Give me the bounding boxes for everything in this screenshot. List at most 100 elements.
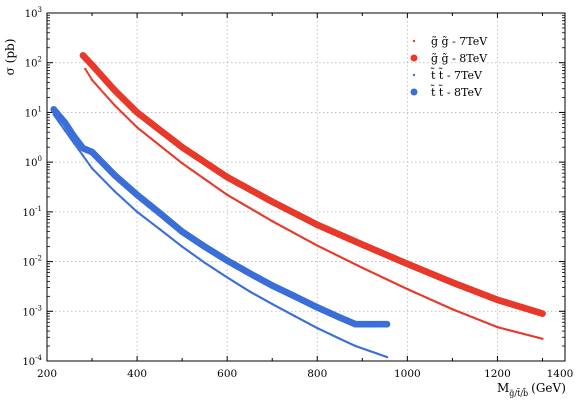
data-point [133, 191, 141, 199]
data-point [181, 162, 184, 165]
data-point [316, 244, 319, 247]
data-point [90, 78, 94, 82]
y-tick-label: 102 [25, 56, 42, 70]
data-point [539, 310, 546, 317]
y-tick-label: 10-3 [22, 304, 42, 318]
data-point [496, 326, 499, 329]
data-point [404, 260, 411, 268]
axis-ticks [46, 12, 565, 362]
data-point [451, 308, 454, 311]
legend: g̃ g̃ - 7TeV g̃ g̃ - 8TeV t̃ t̃ - 7TeV t̃ t… [410, 35, 488, 99]
x-tick-label: 1200 [484, 368, 511, 380]
legend-marker [410, 54, 418, 62]
data-point [79, 144, 87, 152]
y-tick-label: 10-4 [22, 354, 42, 368]
data-point [111, 171, 118, 179]
y-axis-label: σ (pb) [3, 39, 17, 76]
data-point [135, 210, 139, 213]
data-point [406, 287, 409, 291]
x-tick-label: 400 [127, 368, 147, 380]
data-point [291, 293, 299, 300]
x-tick-labels: 200 400 600 800 1000 1200 1400 [37, 368, 573, 380]
data-point [90, 167, 94, 170]
data-point [72, 142, 76, 145]
data-point [226, 193, 229, 196]
x-tick-label: 1400 [547, 368, 574, 380]
legend-marker [412, 39, 416, 43]
data-point [223, 173, 231, 181]
y-tick-label: 103 [25, 6, 42, 20]
plot-frame [46, 12, 566, 362]
data-point [203, 261, 206, 264]
y-tick-label: 101 [25, 105, 42, 119]
data-point [156, 209, 163, 217]
data-point [246, 270, 253, 277]
data-point [359, 241, 366, 248]
data-point [70, 133, 78, 140]
data-point [178, 143, 186, 151]
x-axis-label-subscript: g̃/t̃/b̃ [509, 387, 528, 398]
data-point [223, 257, 231, 264]
data-point [494, 296, 501, 304]
legend-label: g̃ g̃ - 7TeV [431, 35, 488, 48]
data-point [541, 337, 544, 340]
series-1 [84, 67, 544, 340]
data-point [354, 344, 357, 348]
data-point [449, 279, 456, 286]
data-point [178, 228, 186, 235]
data-point [113, 104, 116, 107]
legend-marker [412, 73, 416, 77]
y-tick-label: 10-2 [22, 255, 42, 269]
y-tick-label: 100 [25, 155, 42, 169]
legend-label: g̃ g̃ - 8TeV [431, 52, 488, 65]
legend-label: t̃ t̃ - 7TeV [430, 68, 483, 82]
x-tick-label: 200 [37, 368, 57, 380]
series-4 [50, 106, 391, 328]
data-point [111, 86, 118, 94]
data-point [248, 290, 251, 293]
x-axis-label-unit: (GeV) [531, 381, 566, 395]
data-point [268, 198, 276, 206]
data-point [226, 276, 229, 279]
series-3 [52, 113, 389, 359]
data-point [293, 315, 296, 318]
data-point [84, 67, 87, 71]
data-point [201, 243, 208, 250]
data-point [50, 106, 58, 113]
data-point [88, 61, 96, 69]
data-point [383, 320, 391, 328]
data-marks [50, 52, 546, 359]
data-point [271, 220, 274, 223]
data-point [81, 154, 85, 157]
x-axis-label: Mg̃/t̃/b̃ (GeV) [497, 381, 566, 398]
data-point [79, 52, 87, 59]
data-point [113, 190, 116, 193]
x-tick-label: 1000 [394, 368, 421, 380]
data-point [268, 282, 276, 289]
data-point [313, 304, 321, 311]
data-point [88, 148, 96, 156]
y-tick-labels: 103 102 101 100 10-1 10-2 10-3 10-4 [22, 6, 42, 368]
data-point [133, 109, 141, 116]
data-point [361, 266, 364, 269]
data-point [63, 129, 67, 132]
data-point [61, 119, 69, 127]
data-point [271, 302, 274, 306]
x-tick-label: 600 [217, 368, 237, 380]
data-point [158, 227, 161, 231]
legend-label: t̃ t̃ - 8TeV [430, 85, 483, 99]
series-2 [79, 52, 546, 317]
legend-marker [410, 88, 418, 96]
x-tick-label: 800 [307, 368, 327, 380]
data-point [316, 326, 319, 330]
data-point [336, 314, 344, 321]
data-point [338, 337, 341, 340]
data-point [313, 221, 321, 229]
x-axis-label-main: M [497, 381, 509, 395]
y-tick-label: 10-1 [22, 205, 42, 219]
data-point [352, 320, 359, 328]
data-point [385, 355, 389, 359]
data-point [135, 126, 139, 129]
data-point [181, 245, 184, 248]
